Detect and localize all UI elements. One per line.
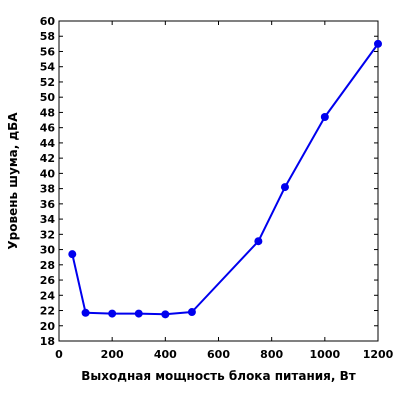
y-tick-label: 22 [40, 305, 55, 318]
y-tick-label: 42 [40, 152, 55, 165]
x-tick-label: 800 [260, 348, 283, 361]
data-point [68, 250, 77, 259]
data-point [254, 237, 263, 246]
x-axis-title: Выходная мощность блока питания, Вт [81, 369, 356, 383]
x-tick-label: 1200 [363, 348, 394, 361]
data-point [108, 309, 117, 318]
data-point [161, 310, 170, 319]
y-tick-label: 28 [40, 259, 55, 272]
y-tick-label: 18 [40, 335, 55, 348]
y-axis: 18 20 22 24 26 28 30 32 34 36 38 40 42 44 46 48 50 52 54 56… [40, 15, 378, 348]
plot-frame [58, 20, 379, 342]
y-tick-label: 20 [40, 320, 56, 333]
y-tick-label: 54 [40, 61, 56, 74]
x-tick-label: 1000 [310, 348, 341, 361]
data-point [374, 39, 382, 48]
y-tick-label: 30 [40, 244, 56, 257]
data-point [187, 308, 196, 317]
y-tick-label: 26 [40, 274, 56, 287]
y-tick-label: 56 [40, 45, 56, 58]
y-tick-label: 48 [40, 106, 55, 119]
y-tick-label: 40 [40, 167, 56, 180]
x-tick-label: 0 [55, 348, 63, 361]
y-tick-label: 38 [40, 183, 55, 196]
x-tick-label: 600 [207, 348, 230, 361]
y-tick-label: 44 [40, 137, 56, 150]
y-tick-label: 50 [40, 91, 56, 104]
y-tick-label: 24 [40, 289, 56, 302]
y-tick-label: 46 [40, 122, 56, 135]
y-axis-title: Уровень шума, дБА [6, 112, 20, 250]
data-point [134, 309, 143, 318]
x-tick-label: 200 [101, 348, 124, 361]
series-layer [68, 39, 382, 319]
y-tick-label: 36 [40, 198, 56, 211]
data-point [280, 183, 289, 192]
y-tick-label: 52 [40, 76, 55, 89]
y-tick-label: 34 [40, 213, 56, 226]
data-point [320, 113, 329, 121]
data-point [81, 308, 90, 317]
x-axis: 0 200 400 600 800 1000 1200 [55, 21, 394, 361]
x-tick-label: 400 [154, 348, 177, 361]
series-line [71, 43, 379, 316]
y-tick-label: 32 [40, 228, 55, 241]
y-tick-label: 58 [40, 30, 55, 43]
y-tick-label: 60 [40, 15, 56, 28]
